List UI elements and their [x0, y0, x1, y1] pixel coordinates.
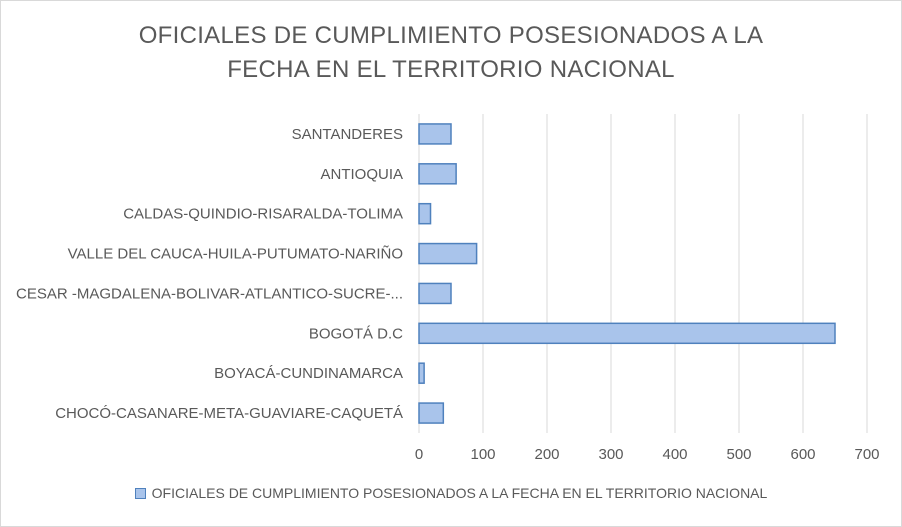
- x-tick-label: 0: [415, 446, 423, 463]
- x-tick-label: 300: [598, 446, 623, 463]
- legend-swatch: [134, 488, 146, 499]
- category-label: VALLE DEL CAUCA-HUILA-PUTUMATO-NARIÑO: [68, 246, 403, 263]
- bar: [418, 322, 836, 345]
- bar: [418, 362, 425, 384]
- category-label: CALDAS-QUINDIO-RISARALDA-TOLIMA: [123, 206, 403, 223]
- category-label: ANTIOQUIA: [320, 166, 403, 183]
- x-tick-label: 200: [534, 446, 559, 463]
- chart-title-line-2: FECHA EN EL TERRITORIO NACIONAL: [227, 56, 675, 83]
- bar-chart-plot: 0 100 200 300 400 500 600 700 SANTANDERES ANTIOQU…: [16, 114, 880, 463]
- bar: [418, 242, 478, 265]
- chart-title: OFICIALES DE CUMPLIMIENTO POSESIONADOS A…: [1, 19, 901, 87]
- chart-legend: OFICIALES DE CUMPLIMIENTO POSESIONADOS A…: [1, 485, 901, 501]
- x-tick-label: 600: [790, 446, 815, 463]
- category-label: BOYACÁ-CUNDINAMARCA: [214, 365, 403, 382]
- category-label: BOGOTÁ D.C: [309, 325, 403, 342]
- category-label: SANTANDERES: [292, 126, 403, 143]
- x-tick-label: 400: [662, 446, 687, 463]
- bar: [418, 282, 452, 305]
- bar: [418, 402, 445, 424]
- bar: [418, 163, 457, 185]
- bar: [418, 202, 432, 225]
- chart-title-line-1: OFICIALES DE CUMPLIMIENTO POSESIONADOS A…: [138, 22, 764, 49]
- bar: [418, 123, 452, 145]
- x-tick-label: 700: [854, 446, 879, 463]
- legend-label: OFICIALES DE CUMPLIMIENTO POSESIONADOS A…: [151, 485, 768, 501]
- category-label: CESAR -MAGDALENA-BOLIVAR-ATLANTICO-SUCRE…: [16, 285, 403, 302]
- x-tick-label: 500: [726, 446, 751, 463]
- x-tick-label: 100: [470, 446, 495, 463]
- category-label: CHOCÓ-CASANARE-META-GUAVIARE-CAQUETÁ: [55, 405, 403, 422]
